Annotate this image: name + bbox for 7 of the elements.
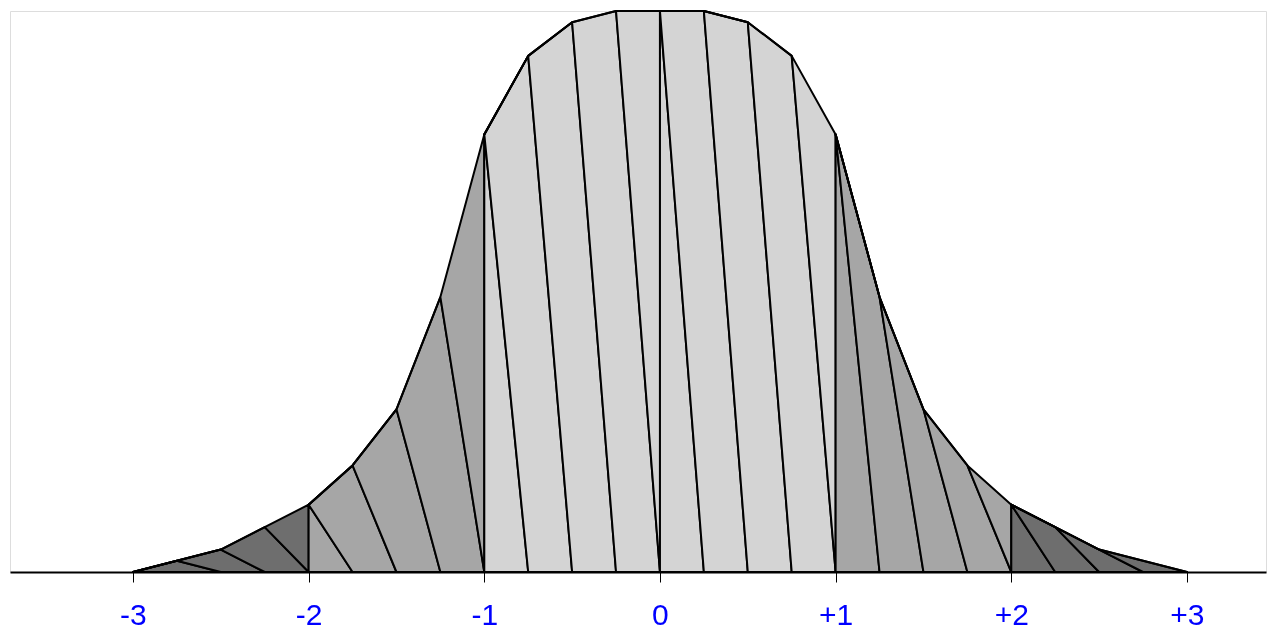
x-tick-label: 0 [652,597,669,631]
x-tick-label: -1 [471,597,499,631]
x-tick-label: -2 [295,597,323,631]
x-tick-label: +1 [819,597,854,631]
x-tick-label: -3 [120,597,147,631]
x-tick-label: +3 [1170,597,1205,631]
x-tick-label: +2 [994,597,1029,631]
